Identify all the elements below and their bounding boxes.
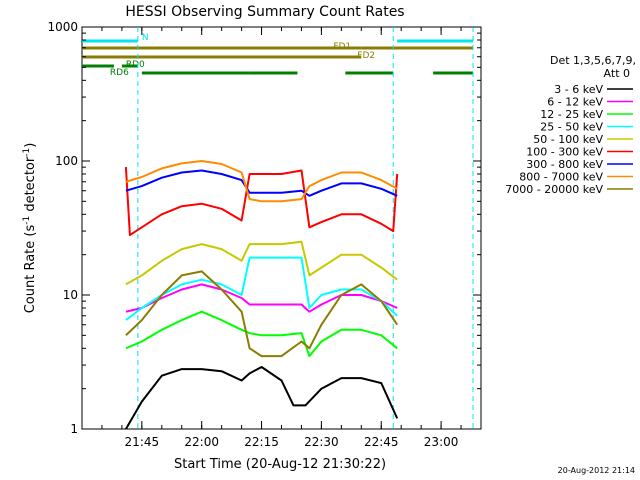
legend-label: 7000 - 20000 keV <box>505 183 603 196</box>
chart-title: HESSI Observing Summary Count Rates <box>125 4 404 20</box>
x-ticks: 21:45 22:00 22:15 22:30 22:45 23:00 <box>81 27 482 449</box>
legend-label: 300 - 800 keV <box>526 158 603 171</box>
legend-label: 12 - 25 keV <box>540 108 603 121</box>
series-line <box>125 270 399 358</box>
x-axis-label: Start Time (20-Aug-12 21:30:22) <box>174 457 386 472</box>
x-tick-label: 21:45 <box>125 435 160 449</box>
series-line <box>125 256 398 321</box>
legend-header-1: Det 1,3,5,6,7,9, <box>550 54 636 67</box>
x-tick-label: 22:30 <box>304 435 339 449</box>
series-line <box>125 283 398 313</box>
legend-label: 3 - 6 keV <box>554 83 603 96</box>
y-ticks: 1 10 100 1000 <box>47 20 481 436</box>
x-tick-label: 22:15 <box>244 435 279 449</box>
series-lines <box>124 160 399 430</box>
series-line <box>125 310 398 358</box>
series-line <box>125 169 398 197</box>
series-line <box>125 240 398 286</box>
legend-label: 50 - 100 keV <box>533 133 603 146</box>
legend-label: 25 - 50 keV <box>540 121 603 134</box>
x-tick-label: 23:00 <box>424 435 459 449</box>
y-axis-label-sup1: -1 <box>22 216 32 225</box>
y-tick-label: 1000 <box>47 20 78 34</box>
legend-label: 100 - 300 keV <box>526 146 603 159</box>
flag-label: RD6 <box>110 68 129 78</box>
series-line <box>125 366 399 430</box>
timestamp: 20-Aug-2012 21:14 <box>558 466 635 475</box>
series-line <box>124 167 399 237</box>
flag-label: FD1 <box>333 42 351 52</box>
legend-label: 800 - 7000 keV <box>519 171 603 184</box>
y-axis-label-mid: detector <box>23 156 38 216</box>
y-axis-label-group: Count Rate (s-1 detector-1) <box>22 143 38 314</box>
y-tick-label: 1 <box>70 422 78 436</box>
series-line <box>125 160 398 203</box>
legend-label: 6 - 12 keV <box>547 96 603 109</box>
x-tick-label: 22:00 <box>184 435 219 449</box>
flag-label: N <box>142 33 149 43</box>
y-axis-label: Count Rate (s-1 detector-1) <box>22 143 38 314</box>
y-axis-label-main: Count Rate (s <box>23 225 38 314</box>
flag-label: RD0 <box>126 60 145 70</box>
y-axis-label-end: ) <box>23 143 38 148</box>
flag-label: FD2 <box>357 51 375 61</box>
x-tick-label: 22:45 <box>364 435 399 449</box>
legend-header-2: Att 0 <box>604 67 630 80</box>
y-axis-label-sup2: -1 <box>22 148 32 157</box>
y-tick-label: 100 <box>55 154 78 168</box>
y-tick-label: 10 <box>63 288 78 302</box>
